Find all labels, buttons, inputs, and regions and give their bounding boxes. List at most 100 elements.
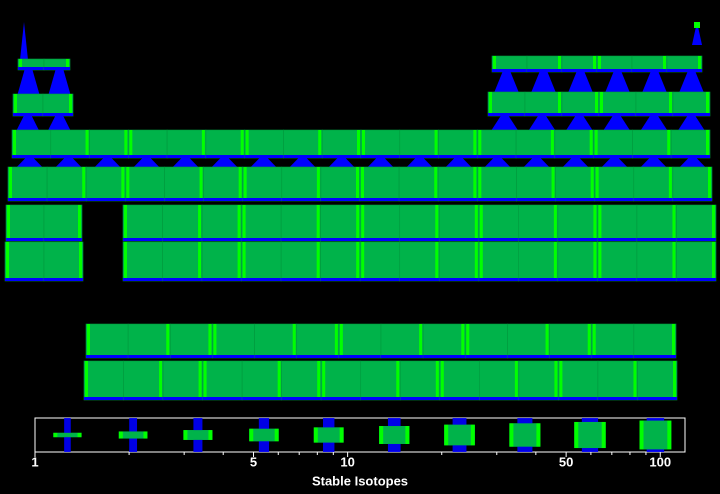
cell-stripe	[361, 167, 364, 201]
periodic-table	[4, 22, 717, 401]
cell-cap	[132, 158, 161, 168]
cell	[123, 360, 164, 401]
cell-stripe	[198, 205, 202, 241]
cell	[694, 22, 700, 28]
cell	[487, 91, 526, 117]
glyph-side	[183, 430, 188, 440]
glyph-side	[601, 421, 606, 449]
cell-cap	[48, 70, 71, 94]
cell-base	[43, 113, 73, 116]
cell-base	[637, 397, 677, 400]
cell	[89, 129, 129, 159]
cell-stripe	[121, 167, 125, 201]
cell-cap	[20, 22, 28, 60]
cell-base	[527, 69, 562, 72]
cell-stripe	[590, 167, 594, 201]
cell-stripe	[13, 130, 16, 158]
cell	[83, 360, 124, 401]
cell	[464, 323, 508, 359]
cell-base	[636, 278, 677, 281]
x-tick-label: 50	[559, 454, 573, 469]
cell-cap	[171, 158, 200, 168]
cell-stripe	[242, 205, 246, 241]
glyph-side	[379, 426, 384, 444]
cell	[128, 129, 168, 159]
cell-stripe	[124, 242, 127, 281]
cell-base	[439, 278, 479, 281]
cell	[477, 129, 517, 159]
cell-base	[322, 155, 361, 158]
cell-stripe	[66, 59, 69, 70]
cell-stripe	[600, 92, 603, 116]
cell-base	[478, 278, 519, 281]
cell-base	[360, 278, 400, 281]
cell	[399, 129, 439, 159]
legend-glyph	[509, 418, 541, 452]
cell-stripe	[166, 324, 170, 358]
cell	[632, 129, 672, 159]
cell-stripe	[317, 361, 321, 400]
cell-base	[594, 198, 634, 201]
cell-base	[438, 155, 478, 158]
cell	[555, 166, 595, 202]
cell-stripe	[292, 324, 296, 358]
cell-base	[241, 278, 282, 281]
cell-base	[676, 278, 716, 281]
cell-cap	[483, 158, 512, 168]
cell-base	[636, 238, 677, 241]
cell-base	[516, 155, 555, 158]
cell-base	[558, 397, 598, 400]
cell-stripe	[396, 361, 400, 400]
glyph-core	[643, 420, 668, 450]
cell	[360, 129, 401, 159]
cell-cap	[528, 116, 556, 130]
cell-stripe	[698, 56, 701, 72]
cell	[398, 166, 439, 202]
cell-stripe	[237, 205, 241, 241]
cell-stripe	[79, 242, 82, 281]
cell	[399, 241, 440, 282]
cell-cap	[288, 158, 317, 168]
cell-stripe	[237, 242, 241, 281]
cell-base	[320, 238, 361, 241]
cell-stripe	[673, 361, 676, 400]
cell	[597, 360, 638, 401]
cell	[166, 129, 207, 159]
cell	[359, 166, 400, 202]
cell-base	[399, 155, 439, 158]
cell-stripe	[238, 167, 242, 201]
cell-stripe	[126, 167, 130, 201]
cell-stripe	[78, 205, 81, 241]
cell-stripe	[434, 167, 438, 201]
cell-base	[44, 238, 82, 241]
cell-base	[399, 198, 439, 201]
cell-base	[281, 278, 321, 281]
cell	[162, 360, 203, 401]
cell-stripe	[434, 130, 438, 158]
cell-stripe	[316, 205, 320, 241]
cell	[597, 204, 638, 242]
cell-base	[167, 155, 206, 158]
cell-base	[562, 113, 599, 116]
cell-stripe	[356, 242, 360, 281]
cell-cap	[493, 72, 520, 94]
cell	[518, 241, 559, 282]
cell-base	[202, 238, 242, 241]
cell	[380, 323, 424, 359]
cell-base	[555, 198, 595, 201]
cell-base	[549, 355, 592, 358]
cell-stripe	[245, 130, 249, 158]
cell-stripe	[550, 130, 554, 158]
cell-base	[13, 113, 43, 116]
cell-base	[518, 278, 558, 281]
cell	[399, 204, 440, 242]
glyph-side	[143, 431, 148, 439]
cell-base	[671, 155, 710, 158]
cell-base	[477, 155, 517, 158]
cell-stripe	[672, 205, 676, 241]
cell-stripe	[553, 205, 557, 241]
legend-glyph	[53, 418, 82, 452]
cell-base	[18, 67, 44, 70]
cell-base	[423, 355, 466, 358]
cell	[162, 241, 203, 282]
